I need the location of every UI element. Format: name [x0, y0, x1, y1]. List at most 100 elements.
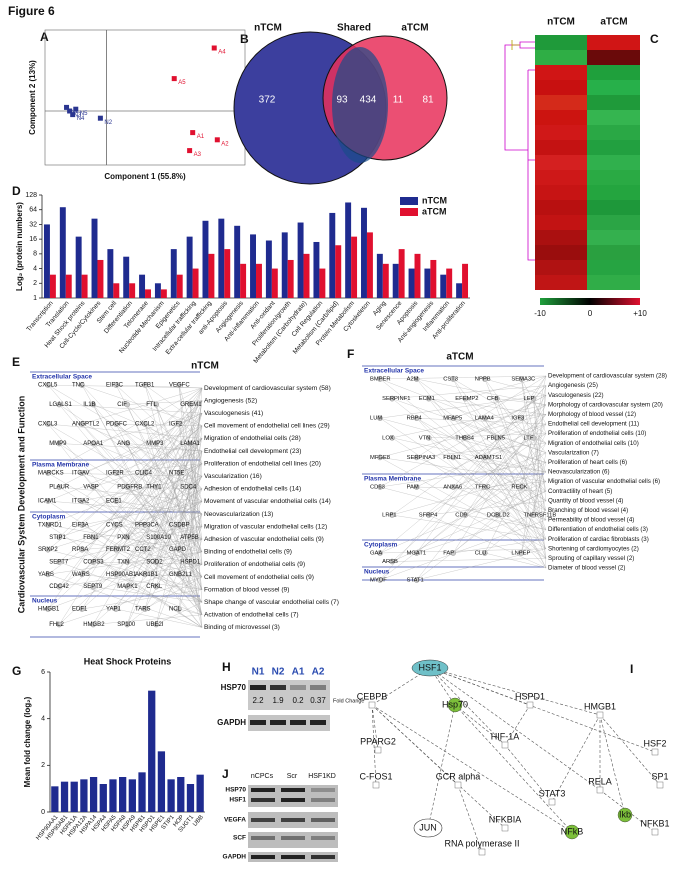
gene-node — [79, 470, 85, 476]
gene-node — [450, 484, 456, 490]
edge — [115, 450, 203, 526]
venn-label: aTCM — [401, 23, 428, 34]
gene-node — [90, 534, 96, 541]
gene-node — [176, 571, 182, 578]
fold-change: 0.37 — [310, 696, 326, 705]
chart-title: Heat Shock Proteins — [84, 656, 172, 666]
edge — [81, 423, 203, 477]
panel-letter: A — [40, 30, 49, 44]
gene-node — [124, 401, 130, 408]
gene-node — [413, 550, 420, 556]
lane-label: A1 — [292, 667, 305, 678]
edge — [127, 387, 203, 538]
gene-label: PDGFC — [106, 422, 128, 428]
gene-label: LOX — [382, 435, 394, 441]
bar — [148, 690, 156, 812]
node-label: SP1 — [651, 771, 668, 781]
gene-label: YARS — [38, 572, 54, 578]
edge — [504, 704, 531, 746]
y-tick-label: 1 — [33, 295, 37, 302]
gene-node — [90, 621, 96, 628]
edge — [81, 524, 203, 590]
function-label: Morphology of blood vessel (12) — [548, 411, 636, 418]
edge — [115, 500, 203, 590]
edge — [392, 437, 547, 540]
function-label: Proliferation of endothelial cell lines … — [204, 460, 321, 467]
gene-label: TARS — [135, 607, 151, 613]
edge — [484, 433, 547, 554]
edge — [59, 561, 203, 615]
edge — [454, 704, 506, 746]
gene-label: RPSA — [72, 547, 88, 553]
function-label: Neovascularization (13) — [204, 511, 273, 518]
gene-label: LNPEP — [511, 551, 530, 557]
gene-node — [90, 583, 96, 590]
node-label: C-FOS1 — [359, 771, 392, 781]
gene-node — [377, 454, 383, 461]
bar — [51, 786, 59, 812]
point-label: A5 — [178, 80, 186, 86]
gene-node — [113, 606, 119, 612]
bar — [250, 234, 256, 298]
edge — [465, 437, 547, 463]
point-label: A2 — [221, 141, 229, 147]
edge — [115, 450, 203, 575]
edge — [416, 443, 547, 458]
gene-node — [413, 484, 420, 490]
edge — [115, 539, 203, 575]
gene-label: EDF1 — [72, 607, 88, 613]
section-label: Nucleus — [364, 569, 390, 576]
bar — [256, 263, 262, 298]
node-label: PPARG2 — [360, 736, 396, 746]
function-label: Proliferation of cardiac fibroblasts (3) — [548, 536, 649, 543]
gene-label: ITGAV — [72, 471, 90, 477]
heatmap-cell — [535, 125, 587, 140]
gene-node — [153, 534, 159, 541]
gene-label: FBN1 — [83, 535, 99, 541]
bar — [398, 249, 405, 298]
edge — [81, 387, 203, 502]
gene-label: SEPT7 — [49, 560, 69, 566]
node-shape — [526, 701, 534, 709]
gene-label: IL1B — [83, 402, 95, 408]
gene-node — [494, 512, 500, 518]
gene-node — [377, 550, 383, 556]
edge — [156, 513, 203, 625]
heatmap-cell — [587, 245, 640, 260]
function-label: Vascularization (16) — [204, 473, 262, 480]
gene-node — [124, 484, 130, 490]
band — [281, 818, 305, 822]
gene-node — [56, 559, 62, 565]
gene-label: FHL2 — [49, 622, 64, 628]
dendrogram — [511, 40, 520, 50]
gene-label: WARS — [72, 572, 90, 578]
gene-label: GAA — [370, 551, 382, 557]
edge — [47, 463, 203, 575]
edge — [599, 714, 661, 786]
heatmap-cell — [587, 65, 640, 80]
node-label: HMGB1 — [584, 701, 616, 711]
gene-node — [377, 376, 383, 382]
edge — [379, 462, 547, 488]
edge — [416, 418, 547, 492]
band — [310, 685, 326, 690]
edge — [504, 744, 553, 803]
edge — [93, 404, 203, 452]
edge — [379, 378, 547, 444]
bar — [376, 253, 383, 298]
gene-label: NPPB — [475, 377, 491, 383]
node-shape — [501, 824, 509, 832]
edge — [144, 576, 203, 610]
gene-label: PXN — [117, 535, 129, 541]
node-shape — [564, 824, 580, 840]
gene-node — [187, 534, 193, 541]
y-axis-label: Component 2 (13%) — [28, 60, 37, 135]
gene-label: STAT1 — [407, 578, 424, 584]
edge — [93, 476, 203, 563]
edge — [59, 537, 203, 565]
bar — [186, 784, 195, 812]
gene-label: CST3 — [443, 377, 458, 383]
edge — [453, 539, 547, 554]
bar — [281, 232, 288, 298]
edge — [178, 400, 203, 550]
